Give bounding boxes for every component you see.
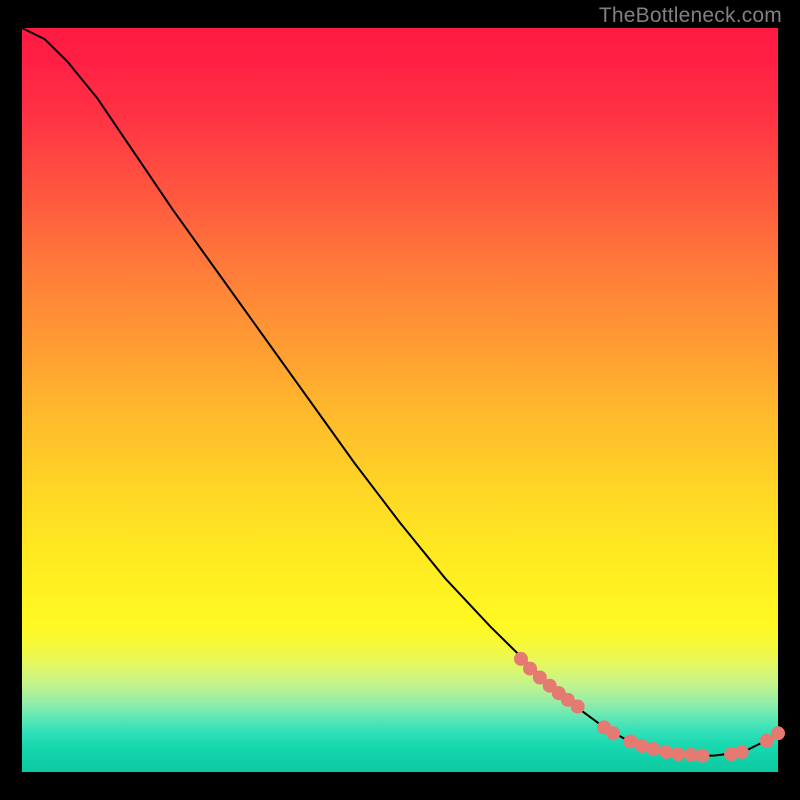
data-marker xyxy=(607,727,620,740)
watermark-text: TheBottleneck.com xyxy=(599,4,782,28)
chart-container: TheBottleneck.com xyxy=(0,0,800,800)
bottleneck-chart xyxy=(0,0,800,800)
data-marker xyxy=(672,748,685,761)
data-marker xyxy=(571,700,584,713)
data-marker xyxy=(696,749,709,762)
data-marker xyxy=(647,742,660,755)
plot-background xyxy=(22,28,778,772)
data-marker xyxy=(772,727,785,740)
data-marker xyxy=(735,745,748,758)
data-marker xyxy=(760,734,773,747)
data-marker xyxy=(660,745,673,758)
